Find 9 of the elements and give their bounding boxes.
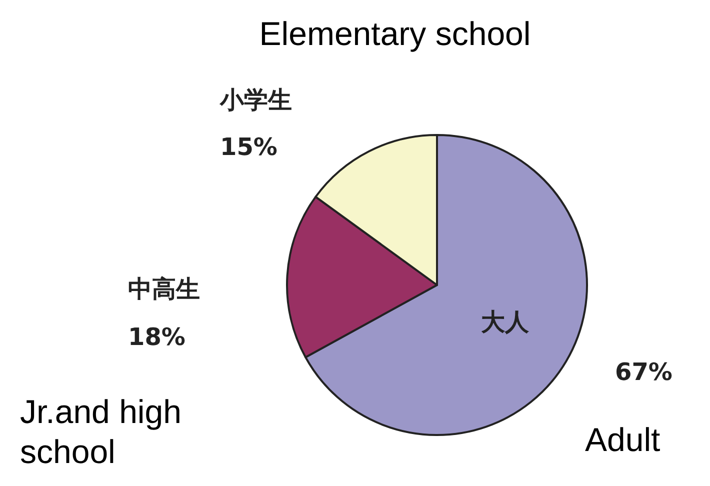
data-label: 18% [128, 323, 186, 351]
text: Elementary school [258, 14, 532, 54]
slice-label: 小学生 [219, 86, 292, 114]
slice-label: 中高生 [128, 275, 200, 303]
data-label: 15% [220, 133, 278, 161]
slice-label: 大人 [481, 308, 530, 336]
text: Jr.and high school [20, 392, 182, 472]
text: Adult [585, 420, 662, 460]
data-label: 67% [615, 358, 672, 386]
